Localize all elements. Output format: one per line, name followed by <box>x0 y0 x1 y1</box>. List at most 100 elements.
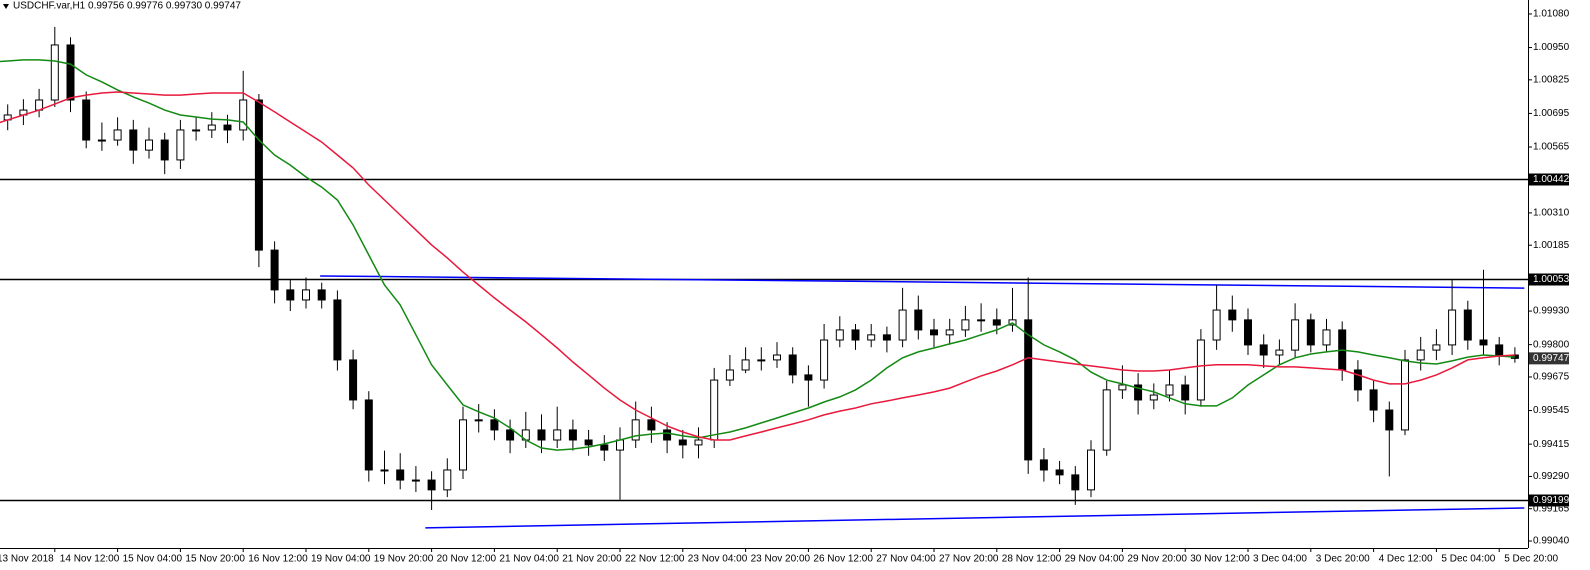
candle-body <box>333 299 342 361</box>
candle-body <box>725 369 734 381</box>
candle-body <box>380 469 389 472</box>
x-tick-label: 15 Nov 20:00 <box>185 554 245 565</box>
candle-body <box>678 439 687 446</box>
candle-body <box>1479 339 1488 346</box>
candle-body <box>1087 449 1095 491</box>
candle-body <box>1463 309 1472 341</box>
ma-line <box>0 91 1515 441</box>
y-tick-label: 1.00185 <box>1533 240 1570 251</box>
candle-body <box>882 334 891 341</box>
candle-body <box>898 309 907 341</box>
x-tick-label: 21 Nov 20:00 <box>562 554 622 565</box>
candle-body <box>1165 384 1174 396</box>
candle-body <box>631 419 640 441</box>
x-tick-label: 5 Dec 20:00 <box>1504 554 1558 565</box>
candle-body <box>490 419 499 431</box>
candle-body <box>82 99 91 141</box>
candle-body <box>1401 359 1409 431</box>
candle-body <box>317 289 326 301</box>
trend-line <box>425 507 1525 529</box>
candle-body <box>239 99 248 131</box>
y-tick-label: 0.99165 <box>1533 503 1570 514</box>
candle-body <box>506 429 515 441</box>
candle-body <box>835 329 844 341</box>
candle-body <box>1118 384 1127 391</box>
y-tick-label: 1.00950 <box>1533 42 1570 53</box>
x-tick-label: 15 Nov 04:00 <box>123 554 183 565</box>
candle-body <box>757 359 766 362</box>
candle-body <box>270 249 279 291</box>
candle-body <box>741 359 750 371</box>
candle-body <box>1259 344 1268 356</box>
candle-body <box>1149 394 1158 401</box>
x-tick-label: 23 Nov 04:00 <box>688 554 748 565</box>
x-tick-label: 3 Dec 20:00 <box>1316 554 1370 565</box>
level-label-bg <box>1529 173 1569 186</box>
candle-body <box>1322 329 1331 346</box>
candle-body <box>207 124 216 131</box>
candle-body <box>1291 319 1300 351</box>
candle-body <box>1102 389 1111 451</box>
candle-body <box>1228 309 1237 321</box>
candle-body <box>1212 309 1221 341</box>
candle-body <box>1385 409 1394 431</box>
y-tick-label: 1.00695 <box>1533 108 1570 119</box>
trend-line <box>320 275 1525 289</box>
candle-body <box>176 129 185 161</box>
candle-body <box>302 289 310 301</box>
x-tick-label: 26 Nov 12:00 <box>813 554 873 565</box>
candle-body <box>992 319 1001 326</box>
candle-body <box>97 139 106 142</box>
x-tick-label: 21 Nov 04:00 <box>499 554 559 565</box>
level-label: 1.00053 <box>1533 274 1570 285</box>
x-tick-label: 29 Nov 20:00 <box>1127 554 1187 565</box>
y-tick-label: 0.99675 <box>1533 372 1570 383</box>
candle-body <box>66 44 75 101</box>
candle-body <box>804 374 813 381</box>
candle-body <box>584 439 593 446</box>
y-tick-label: 0.99290 <box>1533 471 1570 482</box>
candle-body <box>1196 339 1205 401</box>
chart-title: USDCHF.var,H1 0.99756 0.99776 0.99730 0.… <box>13 1 241 12</box>
x-tick-label: 29 Nov 04:00 <box>1065 554 1125 565</box>
candle-body <box>1432 344 1441 351</box>
candle-body <box>1181 384 1190 401</box>
candle-body <box>129 129 138 151</box>
candle-body <box>553 429 562 441</box>
candle-body <box>568 429 577 441</box>
candle-body <box>537 429 546 441</box>
y-tick-label: 0.99415 <box>1533 439 1570 450</box>
candle-body <box>396 469 405 481</box>
last-price-bg <box>1529 352 1569 365</box>
candle-body <box>1369 389 1378 411</box>
candle-body <box>364 399 373 471</box>
x-tick-label: 19 Nov 04:00 <box>311 554 371 565</box>
level-label: 1.00442 <box>1533 174 1570 185</box>
candle-body <box>223 124 232 131</box>
x-tick-label: 23 Nov 20:00 <box>751 554 811 565</box>
candle-body <box>1024 319 1033 461</box>
last-price-label: 0.99747 <box>1533 353 1570 364</box>
candle-body <box>113 129 122 141</box>
candle-body <box>616 439 624 451</box>
candle-body <box>145 139 153 151</box>
level-label: 0.99199 <box>1533 495 1570 506</box>
y-tick-label: 0.99800 <box>1533 339 1570 350</box>
candle-body <box>945 329 954 336</box>
level-label-bg <box>1529 494 1569 507</box>
level-label-bg <box>1529 273 1569 286</box>
candle-body <box>930 329 938 336</box>
candle-body <box>349 359 358 401</box>
candle-body <box>160 139 169 161</box>
x-tick-label: 19 Nov 20:00 <box>374 554 434 565</box>
candle-body <box>1039 459 1048 471</box>
candle-body <box>647 419 656 431</box>
x-tick-label: 30 Nov 12:00 <box>1190 554 1250 565</box>
candle-body <box>411 479 420 482</box>
candle-body <box>1275 349 1284 356</box>
candle-body <box>773 354 781 361</box>
x-tick-label: 5 Dec 04:00 <box>1441 554 1495 565</box>
x-tick-label: 22 Nov 12:00 <box>625 554 685 565</box>
